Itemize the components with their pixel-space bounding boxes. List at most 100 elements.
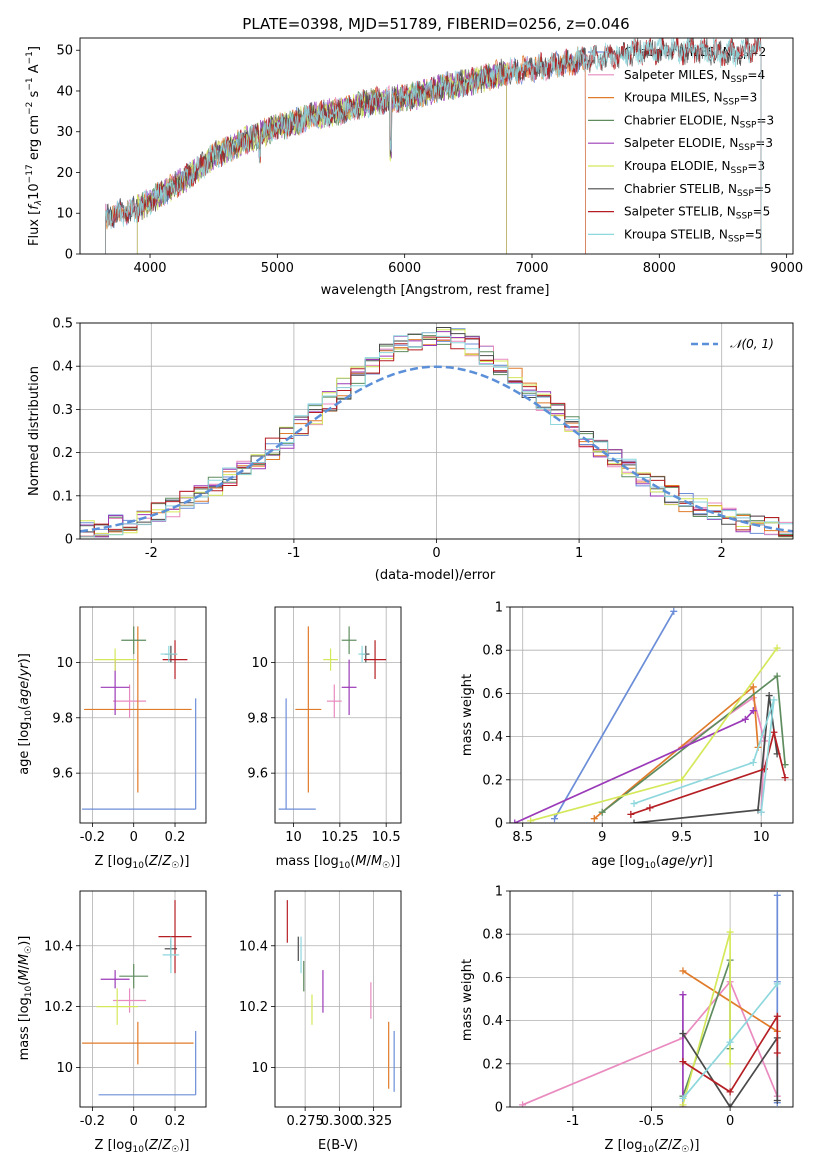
weight-vs-z-marker	[773, 980, 781, 988]
weight-vs-z-marker	[679, 1030, 687, 1038]
weight-vs-z-xtick-label: -1	[566, 1114, 579, 1129]
residuals-ylabel: Normed distribution	[27, 366, 42, 496]
weight-vs-age-marker	[770, 728, 778, 736]
age-vs-z-ytick-label: 9.8	[52, 711, 73, 726]
weight-vs-age-marker	[749, 707, 757, 715]
mass-vs-z-xlabel: Z [log10(Z/Z☉)]	[95, 1138, 190, 1155]
age-vs-z-panel: Z [log10(Z/Z☉)] age [log10(age/yr)] -0.2…	[17, 606, 207, 871]
weight-vs-z-ytick-label: 0.4	[482, 1014, 503, 1029]
mass-vs-ebv-xtick-label: 0.325	[355, 1114, 392, 1129]
mass-vs-ebv-xtick-label: 0.300	[321, 1114, 358, 1129]
residuals-frame	[79, 322, 794, 540]
spectrum-series-line	[105, 48, 586, 254]
spectrum-ytick-label: 0	[65, 248, 73, 263]
mass-vs-ebv-frame	[274, 890, 402, 1108]
residuals-xlabel: (data-model)/error	[375, 568, 496, 583]
residuals-ytick-label: 0.1	[52, 489, 73, 504]
weight-vs-age-series-line	[681, 696, 766, 813]
weight-vs-age-lines	[511, 607, 789, 823]
residuals-ytick-label: 0.3	[52, 403, 73, 418]
legend-normal-label: 𝒩(0, 1)	[730, 337, 774, 351]
residuals-panel: (data-model)/error Normed distribution 𝒩…	[27, 317, 794, 583]
weight-vs-z-marker	[773, 1012, 781, 1020]
weight-vs-z-lines	[519, 891, 781, 1107]
weight-vs-age-marker	[527, 817, 535, 823]
age-vs-mass-xlabel: mass [log10(M/M☉)]	[276, 854, 401, 871]
weight-vs-age-ytick-label: 0	[495, 817, 503, 832]
residuals-xtick-label: -1	[287, 546, 300, 561]
spectrum-ytick-label: 50	[56, 44, 73, 59]
age-vs-mass-ytick-label: 10	[251, 656, 268, 671]
legend-label: Kroupa STELIB, NSSP=5	[624, 227, 762, 244]
weight-vs-age-marker	[670, 607, 678, 615]
weight-vs-z-marker	[679, 967, 687, 975]
age-vs-z-xlabel: Z [log10(Z/Z☉)]	[95, 854, 190, 871]
spectrum-legend-box	[588, 43, 793, 250]
weight-vs-age-marker	[590, 815, 598, 823]
mass-vs-z-points	[82, 900, 197, 1096]
weight-vs-z-marker	[773, 1097, 781, 1105]
spectrum-lines	[105, 38, 762, 254]
mass-vs-z-ytick-label: 10	[56, 1061, 73, 1076]
weight-vs-z-ytick-label: 1	[495, 885, 503, 900]
weight-vs-age-ytick-label: 0.4	[482, 730, 503, 745]
weight-vs-z-marker	[726, 1088, 734, 1096]
residuals-xtick-label: -2	[145, 546, 158, 561]
residuals-xtick-label: 2	[718, 546, 726, 561]
weight-vs-z-marker	[726, 1060, 734, 1068]
age-vs-z-grid	[80, 607, 206, 823]
weight-vs-age-marker	[773, 644, 781, 652]
weight-vs-z-xtick-label: 0	[726, 1114, 734, 1129]
weight-vs-age-marker	[749, 683, 757, 691]
legend-label: Chabrier STELIB, NSSP=5	[624, 182, 772, 199]
residuals-ytick-label: 0.5	[52, 317, 73, 332]
age-vs-mass-ytick-label: 9.6	[247, 767, 268, 782]
weight-vs-age-panel: age [log10(age/yr)] mass weight 8.5 9 9.5 1…	[460, 601, 794, 871]
weight-vs-age-marker	[749, 759, 757, 767]
spectrum-ytick-label: 20	[56, 166, 73, 181]
weight-vs-age-marker	[741, 715, 749, 723]
mass-vs-z-ylabel: mass [log10(M/M☉)]	[17, 936, 34, 1061]
spectrum-xlabel: wavelength [Angstrom, rest frame]	[321, 283, 550, 298]
age-vs-mass-xtick-label: 10	[285, 830, 302, 845]
mass-vs-z-ytick-label: 10.4	[44, 939, 73, 954]
weight-vs-z-marker	[773, 891, 781, 899]
weight-vs-z-marker	[679, 1101, 687, 1107]
weight-vs-age-marker	[765, 692, 773, 700]
weight-vs-age-ytick-label: 0.8	[482, 644, 503, 659]
weight-vs-age-marker	[511, 819, 519, 823]
weight-vs-age-marker	[630, 819, 638, 823]
residuals-ytick-label: 0	[65, 533, 73, 548]
age-vs-z-points	[82, 626, 197, 810]
weight-vs-age-xtick-label: 10	[753, 830, 770, 845]
weight-vs-z-series-line	[682, 1013, 779, 1094]
weight-vs-z-marker	[679, 1058, 687, 1066]
age-vs-z-frame	[79, 606, 207, 824]
weight-vs-age-marker	[630, 800, 638, 808]
age-vs-mass-frame	[274, 606, 402, 824]
mass-vs-z-xtick-label: 0.2	[165, 1114, 186, 1129]
weight-vs-z-marker	[726, 1103, 734, 1107]
figure-title: PLATE=0398, MJD=51789, FIBERID=0256, z=0…	[242, 15, 629, 33]
weight-vs-age-xtick-label: 9.5	[671, 830, 692, 845]
spectrum-series-line	[105, 48, 586, 254]
age-vs-z-ylabel: age [log10(age/yr)]	[17, 653, 34, 775]
spectrum-ytick-label: 30	[56, 125, 73, 140]
spectrum-xtick-label: 5000	[261, 261, 294, 276]
age-vs-z-ytick-label: 9.6	[52, 767, 73, 782]
mass-vs-ebv-points	[286, 900, 395, 1092]
spectrum-xtick-label: 9000	[770, 261, 803, 276]
residuals-xtick-label: 0	[432, 546, 440, 561]
weight-vs-age-marker	[598, 808, 606, 816]
weight-vs-age-series-line	[633, 695, 778, 823]
spectrum-ylabel: Flux [fλ10−17 erg cm−2 s−1 A−1]	[25, 46, 44, 246]
weight-vs-z-marker	[726, 1038, 734, 1046]
mass-vs-ebv-xtick-label: 0.275	[287, 1114, 324, 1129]
mass-vs-ebv-grid	[275, 891, 401, 1107]
residuals-normal-curve	[80, 365, 793, 533]
weight-vs-z-marker	[519, 1101, 527, 1107]
weight-vs-z-marker	[726, 928, 734, 936]
